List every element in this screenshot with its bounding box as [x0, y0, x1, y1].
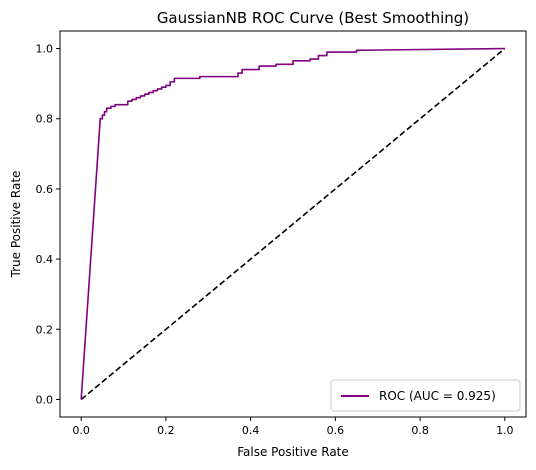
plot-area	[80, 47, 506, 401]
chance-diagonal-line	[80, 47, 506, 401]
x-tick-label: 0.6	[327, 424, 345, 437]
y-tick-label: 0.6	[36, 183, 54, 196]
roc-curve-line	[80, 47, 505, 400]
x-tick-label: 0.2	[157, 424, 175, 437]
y-axis: 0.0 0.2 0.4 0.6 0.8 1.0	[36, 43, 60, 406]
x-tick-label: 0.8	[411, 424, 429, 437]
y-tick-label: 0.4	[36, 253, 54, 266]
x-tick-label: 0.0	[72, 424, 90, 437]
y-tick-label: 0.2	[36, 323, 54, 336]
x-tick-label: 1.0	[496, 424, 514, 437]
y-tick-label: 1.0	[36, 43, 54, 56]
x-tick-label: 0.4	[242, 424, 260, 437]
legend: ROC (AUC = 0.925)	[330, 379, 521, 412]
x-axis-label: False Positive Rate	[237, 445, 349, 459]
legend-entry-roc: ROC (AUC = 0.925)	[379, 389, 496, 403]
chart-title: GaussianNB ROC Curve (Best Smoothing)	[157, 9, 469, 27]
y-axis-label: True Positive Rate	[9, 171, 23, 279]
legend-box	[330, 379, 521, 412]
y-tick-label: 0.8	[36, 113, 54, 126]
y-tick-label: 0.0	[36, 393, 54, 406]
plot-frame	[59, 30, 527, 418]
x-axis: 0.0 0.2 0.4 0.6 0.8 1.0	[72, 417, 514, 437]
